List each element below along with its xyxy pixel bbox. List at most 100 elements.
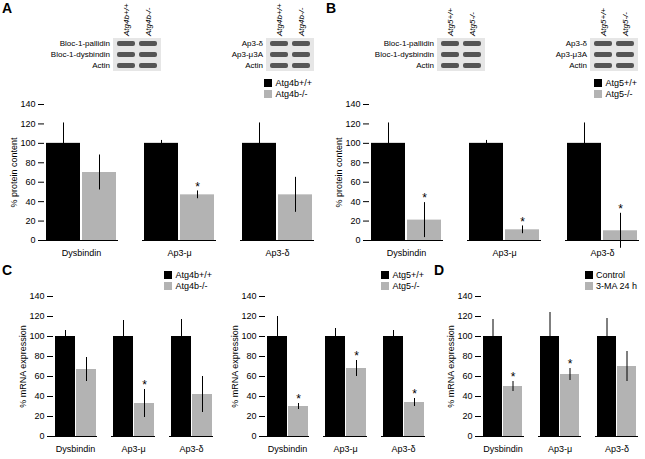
svg-text:Atg4b+/+: Atg4b+/+ xyxy=(122,3,131,37)
svg-text:120: 120 xyxy=(241,311,256,321)
svg-text:Ap3-μ: Ap3-μ xyxy=(333,444,357,454)
html-text:Atg5+/+: Atg5+/+ xyxy=(605,78,637,88)
svg-text:100: 100 xyxy=(345,138,360,148)
svg-text:60: 60 xyxy=(246,371,256,381)
svg-text:20: 20 xyxy=(34,411,44,421)
svg-text:40: 40 xyxy=(350,197,360,207)
html-text:Atg5-/-: Atg5-/- xyxy=(605,89,633,99)
svg-text:120: 120 xyxy=(457,311,472,321)
svg-text:Atg5+/+: Atg5+/+ xyxy=(599,8,608,37)
svg-text:Dysbindin: Dysbindin xyxy=(483,444,523,454)
svg-text:Atg5+/+: Atg5+/+ xyxy=(446,8,455,37)
svg-text:Ap3-μ3A: Ap3-μ3A xyxy=(232,50,264,59)
svg-text:% mRNA expression: % mRNA expression xyxy=(230,325,240,408)
svg-text:Dysbindin: Dysbindin xyxy=(56,444,96,454)
svg-text:*: * xyxy=(568,357,573,371)
svg-text:Ap3-δ: Ap3-δ xyxy=(605,444,629,454)
svg-text:Ap3-μ: Ap3-μ xyxy=(492,248,516,258)
svg-text:60: 60 xyxy=(34,371,44,381)
svg-text:0: 0 xyxy=(251,431,256,441)
svg-text:Ap3-μ: Ap3-μ xyxy=(548,444,572,454)
svg-text:*: * xyxy=(296,392,301,406)
svg-text:140: 140 xyxy=(29,291,44,301)
svg-text:80: 80 xyxy=(246,351,256,361)
svg-text:% mRNA expression: % mRNA expression xyxy=(446,325,456,408)
svg-text:20: 20 xyxy=(462,411,472,421)
svg-text:140: 140 xyxy=(345,99,360,109)
html-text:Atg4b+/+: Atg4b+/+ xyxy=(175,270,212,280)
svg-text:Atg4b-/-: Atg4b-/- xyxy=(297,7,306,37)
svg-text:*: * xyxy=(511,370,516,384)
svg-text:Atg5-/-: Atg5-/- xyxy=(468,12,477,37)
svg-text:120: 120 xyxy=(20,119,35,129)
svg-text:Ap3-δ: Ap3-δ xyxy=(391,444,415,454)
svg-text:Dysbindin: Dysbindin xyxy=(387,248,427,258)
svg-text:Bloc-1-dysbindin: Bloc-1-dysbindin xyxy=(375,50,434,59)
svg-text:0: 0 xyxy=(467,431,472,441)
svg-text:Bloc-1-pallidin: Bloc-1-pallidin xyxy=(384,39,434,48)
svg-text:80: 80 xyxy=(350,158,360,168)
svg-text:80: 80 xyxy=(34,351,44,361)
svg-text:100: 100 xyxy=(20,138,35,148)
svg-text:Dysbindin: Dysbindin xyxy=(268,444,308,454)
svg-text:60: 60 xyxy=(462,371,472,381)
svg-text:Actin: Actin xyxy=(245,61,263,70)
svg-text:Ap3-δ: Ap3-δ xyxy=(242,39,264,48)
svg-text:0: 0 xyxy=(30,235,35,245)
html-text:D: D xyxy=(434,262,445,278)
svg-text:60: 60 xyxy=(350,177,360,187)
svg-text:Actin: Actin xyxy=(569,61,587,70)
svg-text:100: 100 xyxy=(29,331,44,341)
svg-text:*: * xyxy=(412,387,417,401)
svg-text:Ap3-μ: Ap3-μ xyxy=(167,248,191,258)
html-text:Atg4b+/+: Atg4b+/+ xyxy=(275,78,312,88)
svg-text:Ap3-μ: Ap3-μ xyxy=(121,444,145,454)
svg-text:Ap3-δ: Ap3-δ xyxy=(566,39,588,48)
svg-text:*: * xyxy=(354,349,359,363)
svg-text:80: 80 xyxy=(25,158,35,168)
svg-text:120: 120 xyxy=(345,119,360,129)
svg-text:20: 20 xyxy=(350,216,360,226)
svg-text:140: 140 xyxy=(457,291,472,301)
svg-text:100: 100 xyxy=(241,331,256,341)
svg-text:60: 60 xyxy=(25,177,35,187)
html-text:C: C xyxy=(2,262,13,278)
html-text:A: A xyxy=(2,0,13,16)
svg-text:80: 80 xyxy=(462,351,472,361)
svg-text:Atg4b+/+: Atg4b+/+ xyxy=(275,3,284,37)
svg-text:Atg4b-/-: Atg4b-/- xyxy=(144,7,153,37)
svg-text:Actin: Actin xyxy=(92,61,110,70)
svg-text:140: 140 xyxy=(20,99,35,109)
svg-text:Dysbindin: Dysbindin xyxy=(62,248,102,258)
svg-text:*: * xyxy=(142,378,147,392)
svg-text:140: 140 xyxy=(241,291,256,301)
svg-text:20: 20 xyxy=(25,216,35,226)
svg-text:% protein content: % protein content xyxy=(9,137,19,208)
svg-text:Bloc-1-pallidin: Bloc-1-pallidin xyxy=(60,39,110,48)
html-text:B: B xyxy=(326,0,337,16)
svg-text:Ap3-μ3A: Ap3-μ3A xyxy=(556,50,588,59)
svg-text:Ap3-δ: Ap3-δ xyxy=(265,248,289,258)
html-text:Atg4b-/-: Atg4b-/- xyxy=(275,89,308,99)
svg-text:*: * xyxy=(618,202,623,216)
svg-text:Bloc-1-dysbindin: Bloc-1-dysbindin xyxy=(51,50,110,59)
svg-text:120: 120 xyxy=(29,311,44,321)
svg-text:Atg5-/-: Atg5-/- xyxy=(621,12,630,37)
svg-text:0: 0 xyxy=(355,235,360,245)
svg-text:*: * xyxy=(520,215,525,229)
svg-text:*: * xyxy=(422,191,427,205)
svg-text:20: 20 xyxy=(246,411,256,421)
svg-text:40: 40 xyxy=(34,391,44,401)
svg-text:40: 40 xyxy=(25,197,35,207)
svg-text:Ap3-δ: Ap3-δ xyxy=(590,248,614,258)
svg-text:Ap3-δ: Ap3-δ xyxy=(179,444,203,454)
svg-text:0: 0 xyxy=(39,431,44,441)
svg-text:100: 100 xyxy=(457,331,472,341)
svg-text:40: 40 xyxy=(246,391,256,401)
svg-text:*: * xyxy=(195,180,200,194)
svg-text:Actin: Actin xyxy=(416,61,434,70)
svg-text:40: 40 xyxy=(462,391,472,401)
svg-text:% protein content: % protein content xyxy=(334,137,344,208)
svg-text:% mRNA expression: % mRNA expression xyxy=(18,325,28,408)
html-text:Atg4b-/-: Atg4b-/- xyxy=(175,281,208,291)
